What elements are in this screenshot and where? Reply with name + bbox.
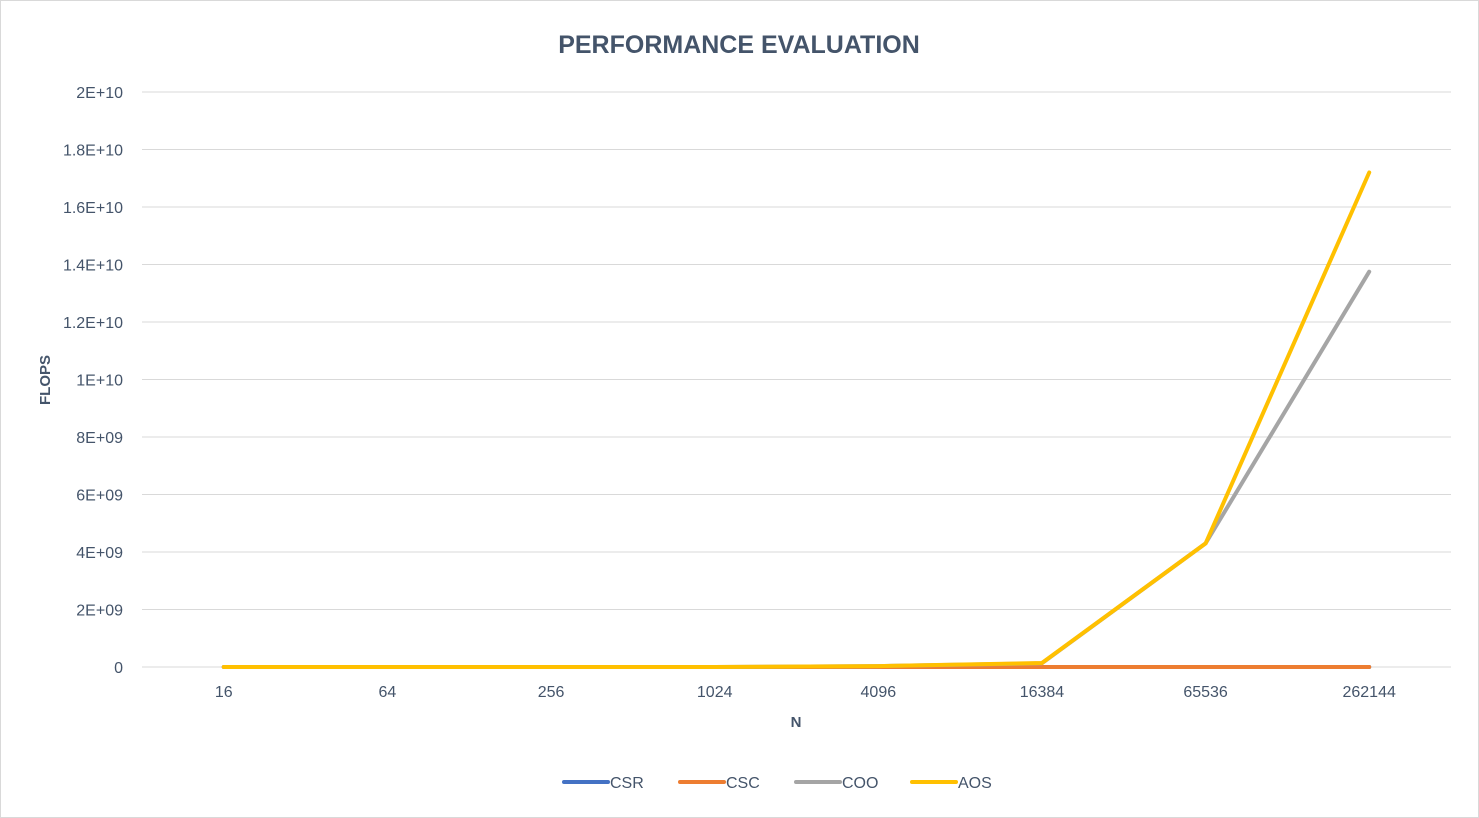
x-axis-ticks: 16 64 256 1024 4096 16384 65536 262144 xyxy=(215,684,1396,701)
x-tick-label: 65536 xyxy=(1183,684,1228,701)
series-line-aos xyxy=(221,170,1372,669)
y-tick-label: 1.4E+10 xyxy=(63,258,123,275)
y-tick-label: 1.2E+10 xyxy=(63,315,123,332)
x-tick-label: 1024 xyxy=(697,684,733,701)
y-tick-label: 6E+09 xyxy=(76,488,123,505)
y-tick-label: 1E+10 xyxy=(76,373,123,390)
y-axis-ticks: 0 2E+09 4E+09 6E+09 8E+09 1E+10 1.2E+10 1.4E+10… xyxy=(63,85,123,677)
legend-label-csc: CSC xyxy=(726,775,760,792)
legend-label-coo: COO xyxy=(842,775,878,792)
x-tick-label: 64 xyxy=(379,684,397,701)
x-axis-label: N xyxy=(791,714,802,731)
x-tick-label: 256 xyxy=(538,684,565,701)
x-tick-label: 262144 xyxy=(1342,684,1395,701)
gridlines xyxy=(142,91,1451,668)
chart-title: PERFORMANCE EVALUATION xyxy=(558,31,920,59)
legend: CSR CSC COO AOS xyxy=(562,775,992,792)
legend-label-aos: AOS xyxy=(958,775,992,792)
y-tick-label: 0 xyxy=(114,660,123,677)
y-tick-label: 1.6E+10 xyxy=(63,200,123,217)
x-tick-label: 16384 xyxy=(1020,684,1065,701)
y-tick-label: 1.8E+10 xyxy=(63,143,123,160)
y-tick-label: 2E+10 xyxy=(76,85,123,102)
y-tick-label: 4E+09 xyxy=(76,545,123,562)
series-lines xyxy=(221,170,1372,669)
x-tick-label: 4096 xyxy=(861,684,897,701)
series-line-coo xyxy=(221,269,1372,669)
y-tick-label: 8E+09 xyxy=(76,430,123,447)
x-tick-label: 16 xyxy=(215,684,233,701)
legend-label-csr: CSR xyxy=(610,775,644,792)
y-tick-label: 2E+09 xyxy=(76,603,123,620)
y-axis-label: FLOPS xyxy=(37,355,54,405)
